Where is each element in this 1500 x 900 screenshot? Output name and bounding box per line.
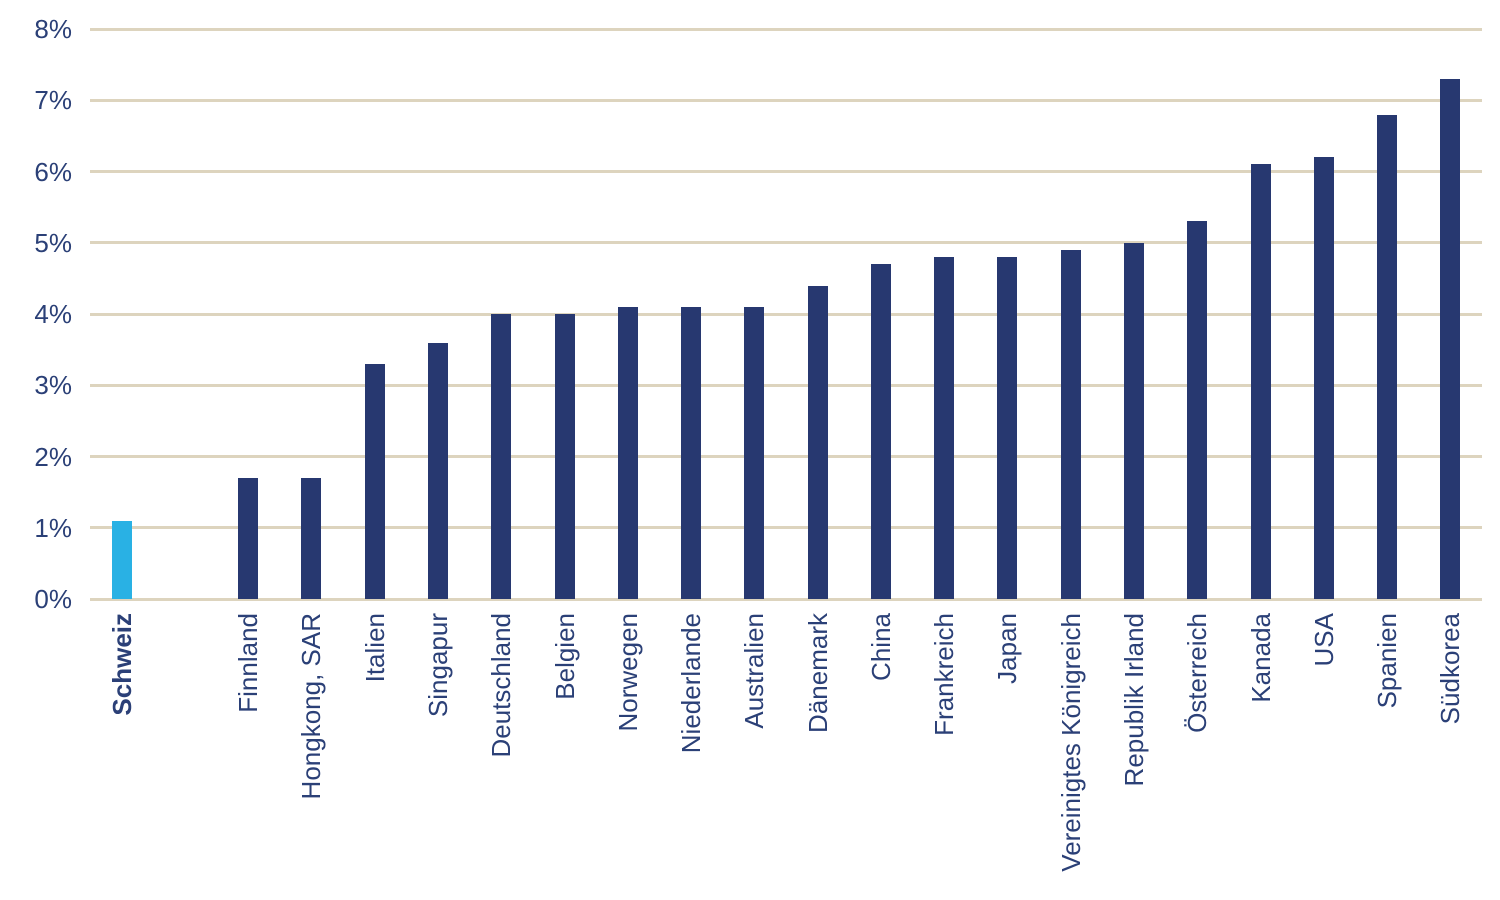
x-label-vereinigtes-koenigreich: Vereinigtes Königreich [1055, 613, 1086, 872]
bar-niederlande [681, 306, 702, 599]
bar-frankreich [934, 257, 955, 599]
x-label-spanien: Spanien [1372, 613, 1403, 709]
x-label-china: China [865, 613, 896, 681]
x-label-frankreich: Frankreich [929, 613, 960, 736]
y-tick-label-1pct: 1% [34, 512, 72, 543]
bar-china [870, 264, 891, 599]
bar-republik-irland [1124, 242, 1144, 599]
x-label-singapur: Singapur [423, 613, 453, 718]
x-label-niederlande: Niederlande [676, 613, 707, 754]
gridline-1pct [90, 526, 1482, 530]
x-label-schweiz: Schweiz [106, 613, 137, 716]
x-label-deutschland: Deutschland [486, 613, 517, 758]
bar-hongkong-sar [301, 477, 322, 599]
gridline-7pct [90, 98, 1482, 102]
bar-vereinigtes-koenigreich [1060, 249, 1081, 599]
y-tick-label-5pct: 5% [34, 227, 72, 258]
bar-singapur [428, 342, 448, 599]
bar-schweiz [111, 520, 132, 599]
x-label-norwegen: Norwegen [612, 613, 643, 732]
gridline-2pct [90, 455, 1482, 458]
x-label-usa: USA [1308, 613, 1339, 667]
x-label-hongkong-sar: Hongkong, SAR [296, 613, 327, 800]
bar-italien [364, 363, 385, 599]
x-label-kanada: Kanada [1245, 613, 1276, 703]
x-label-daenemark: Dänemark [802, 613, 833, 733]
gridline-5pct [90, 241, 1482, 245]
x-label-oesterreich: Österreich [1182, 613, 1213, 733]
gridline-4pct [90, 312, 1482, 316]
y-tick-label-8pct: 8% [34, 14, 72, 44]
y-tick-label-7pct: 7% [34, 85, 72, 116]
x-label-suedkorea: Südkorea [1435, 613, 1466, 725]
y-tick-label-3pct: 3% [34, 370, 72, 401]
bar-japan [997, 257, 1018, 599]
x-label-belgien: Belgien [549, 613, 580, 700]
y-tick-label-0pct: 0% [34, 584, 72, 614]
bar-spanien [1377, 114, 1398, 599]
bar-oesterreich [1187, 221, 1208, 599]
bar-finnland [238, 477, 259, 599]
bar-belgien [554, 314, 575, 599]
gridline-0pct [90, 597, 1482, 601]
gridline-6pct [90, 170, 1482, 173]
bar-usa [1313, 157, 1334, 599]
y-tick-label-2pct: 2% [34, 441, 72, 472]
y-tick-label-4pct: 4% [34, 299, 72, 329]
x-label-japan: Japan [992, 613, 1023, 684]
bar-norwegen [617, 306, 638, 599]
bar-deutschland [491, 314, 512, 599]
bar-kanada [1250, 164, 1271, 599]
bar-australien [744, 306, 765, 599]
bar-daenemark [807, 285, 828, 599]
x-label-australien: Australien [739, 613, 770, 729]
x-label-finnland: Finnland [233, 613, 264, 713]
gridline-8pct [90, 27, 1482, 31]
bar-suedkorea [1440, 78, 1461, 599]
y-tick-label-6pct: 6% [34, 156, 72, 187]
x-label-republik-irland: Republik Irland [1119, 613, 1149, 787]
gridline-3pct [90, 383, 1482, 387]
x-label-italien: Italien [359, 613, 390, 683]
